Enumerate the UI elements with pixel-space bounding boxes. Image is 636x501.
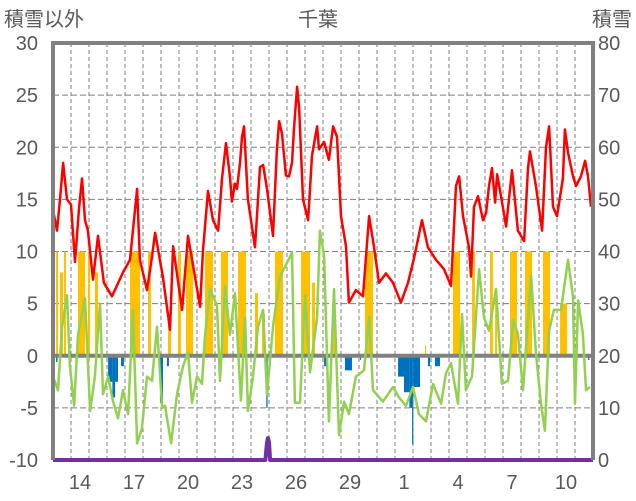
yellow-bars-bar: [312, 282, 316, 356]
left-y-ticks: 30 25 20 15 10 5 0 -5 -10: [9, 33, 38, 472]
yellow-bars-bar: [177, 251, 181, 356]
blue-bars-bar: [112, 355, 116, 398]
chart-title: 千葉: [298, 7, 338, 31]
yellow-bars-bar: [452, 251, 460, 356]
left-y-tick-label: 20: [16, 137, 38, 159]
right-y-tick-label: 40: [598, 242, 620, 264]
blue-bars-bar: [56, 355, 58, 363]
right-y-tick-label: 30: [598, 294, 620, 316]
yellow-bars-bar: [56, 251, 59, 356]
left-y-tick-label: 10: [16, 242, 38, 264]
right-y-tick-label: 60: [598, 137, 620, 159]
blue-bars-bar: [413, 355, 421, 388]
blue-bars-bar: [115, 355, 118, 382]
yellow-bars-bar: [510, 251, 518, 356]
left-y-tick-label: 25: [16, 85, 38, 107]
x-tick-label: 17: [123, 472, 145, 494]
left-y-tick-label: 5: [27, 294, 38, 316]
x-tick-label: 29: [339, 472, 361, 494]
blue-bars-bar: [409, 355, 413, 408]
blue-bars-bar: [434, 355, 440, 367]
plot-frame: [51, 41, 595, 460]
yellow-bars-bar: [542, 251, 550, 356]
x-tick-label: 10: [555, 472, 577, 494]
left-y-tick-label: 15: [16, 189, 38, 211]
x-ticks: 14 17 20 23 26 29 1 4 7 10: [69, 472, 577, 494]
blue-bars-bar: [360, 355, 362, 360]
blue-bars-bar: [121, 355, 124, 367]
yellow-bars-bar: [274, 251, 284, 356]
x-tick-label: 7: [506, 472, 517, 494]
x-tick-label: 4: [452, 472, 463, 494]
blue-bars-bar: [427, 355, 431, 367]
blue-bars-bar: [412, 355, 414, 445]
yellow-bars-bar: [490, 251, 493, 356]
blue-bars-bar: [404, 355, 410, 393]
green-line: [51, 229, 591, 445]
yellow-bars-bar: [495, 293, 498, 356]
left-y-tick-label: -10: [9, 450, 38, 472]
yellow-bars-bar: [560, 303, 568, 356]
yellow-bars-bar: [130, 251, 140, 356]
blue-bars-bar: [108, 355, 113, 382]
yellow-bars-bar: [425, 345, 427, 356]
yellow-bars-bar: [148, 251, 151, 356]
yellow-bars-bar: [186, 251, 194, 356]
yellow-bars-bar: [87, 251, 91, 356]
blue-bars-bar: [344, 355, 352, 371]
right-y-ticks: 80 70 60 50 40 30 20 10 0: [598, 33, 620, 472]
yellow-bars-bar: [364, 251, 374, 356]
yellow-bars-bar: [238, 251, 246, 356]
right-y-tick-label: 10: [598, 398, 620, 420]
yellow-bars-bar: [78, 251, 86, 356]
x-tick-label: 23: [231, 472, 253, 494]
yellow-bars-bar: [168, 314, 172, 356]
right-y-tick-label: 20: [598, 346, 620, 368]
purple-snow-line: [53, 436, 593, 462]
lines-layer: [51, 85, 593, 462]
right-y-tick-label: 80: [598, 33, 620, 55]
x-tick-label: 20: [177, 472, 199, 494]
blue-bars-bar: [166, 355, 169, 367]
yellow-bars-bar: [94, 272, 98, 356]
left-axis-title: 積雪以外: [4, 7, 84, 31]
blue-bars-bar: [398, 355, 404, 377]
yellow-bars-bar: [60, 272, 64, 356]
x-tick-label: 14: [69, 472, 91, 494]
red-line: [51, 85, 593, 331]
right-y-tick-label: 70: [598, 85, 620, 107]
right-y-tick-label: 0: [598, 450, 609, 472]
yellow-bars-bar: [254, 293, 259, 356]
blue-bars-bar: [587, 355, 590, 360]
x-tick-label: 1: [398, 472, 409, 494]
left-y-tick-label: -5: [20, 398, 38, 420]
yellow-bars-bar: [472, 251, 475, 356]
plot-border: [51, 41, 595, 460]
right-axis-title: 積雪: [592, 7, 632, 31]
right-y-tick-label: 50: [598, 189, 620, 211]
x-tick-label: 26: [285, 472, 307, 494]
left-y-tick-label: 30: [16, 33, 38, 55]
left-y-tick-label: 0: [27, 346, 38, 368]
